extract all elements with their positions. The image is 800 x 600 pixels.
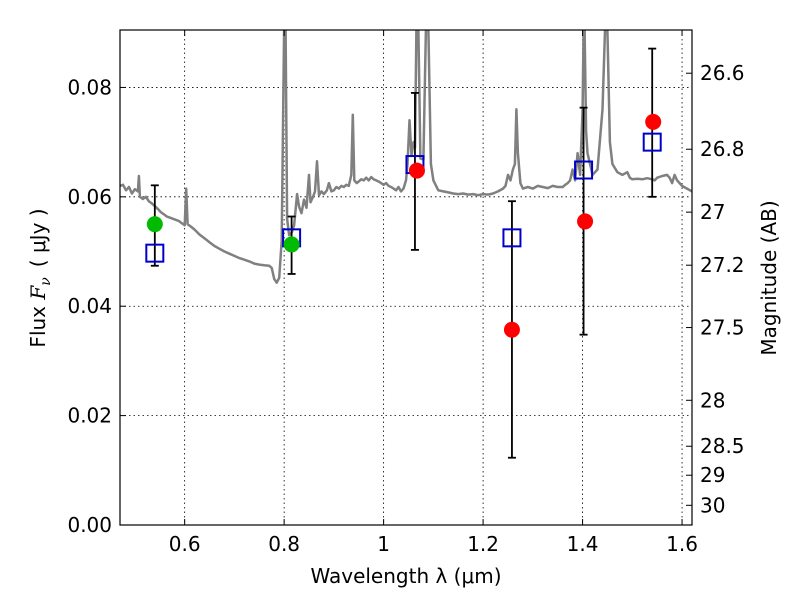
x-tick-label: 1.6 [666,532,698,556]
y2-tick-label: 28 [700,388,725,412]
y2-tick-label: 27.5 [700,316,745,340]
blue-square-point [574,160,594,180]
y-axis-label-subscript: ν [38,277,54,286]
y2-tick-label: 27.2 [700,253,745,277]
y2-tick-label: 27 [700,200,725,224]
x-tick-label: 1 [377,532,390,556]
y-axis-label: Flux Fν ( μJy ) [26,208,54,347]
y2-tick-label: 26.6 [700,61,745,85]
y2-axis-label: Magnitude (AB) [757,200,781,355]
green-data-point [283,236,300,253]
red-data-point [577,213,594,230]
y-axis-label-unit: ( μJy ) [26,208,50,267]
red-data-point [645,113,662,130]
y2-tick-label: 29 [700,463,725,487]
red-data-point [503,321,520,338]
spectrum-line [120,30,692,284]
blue-square-point [642,132,662,152]
green-data-point [146,216,163,233]
x-tick-label: 0.6 [169,532,201,556]
axis-ticks: 0.6 0.8 1 1.2 1.4 1.6 0.00 0.02 0.04 0.06 0.08 26.6… [67,30,745,556]
marker-layer [145,47,662,459]
y-axis-label-prefix: Flux [26,300,50,348]
blue-square-point [502,228,522,248]
y2-tick-label: 28.5 [700,434,745,458]
x-tick-label: 1.4 [567,532,599,556]
y-tick-label: 0.02 [67,404,112,428]
y-tick-label: 0.00 [67,513,112,537]
y-axis-label-symbol: F [26,285,50,301]
y-tick-label: 0.08 [67,75,112,99]
x-axis-label: Wavelength λ (μm) [310,564,501,588]
y-tick-label: 0.04 [67,294,112,318]
data-layer [120,30,692,284]
x-tick-label: 0.8 [268,532,300,556]
blue-square-point [145,243,165,263]
plot-background [120,30,692,525]
y2-tick-label: 26.8 [700,137,745,161]
plot-frame [119,29,693,526]
x-tick-label: 1.2 [467,532,499,556]
y-tick-label: 0.06 [67,185,112,209]
red-data-point [408,162,425,179]
y2-tick-label: 30 [700,493,725,517]
